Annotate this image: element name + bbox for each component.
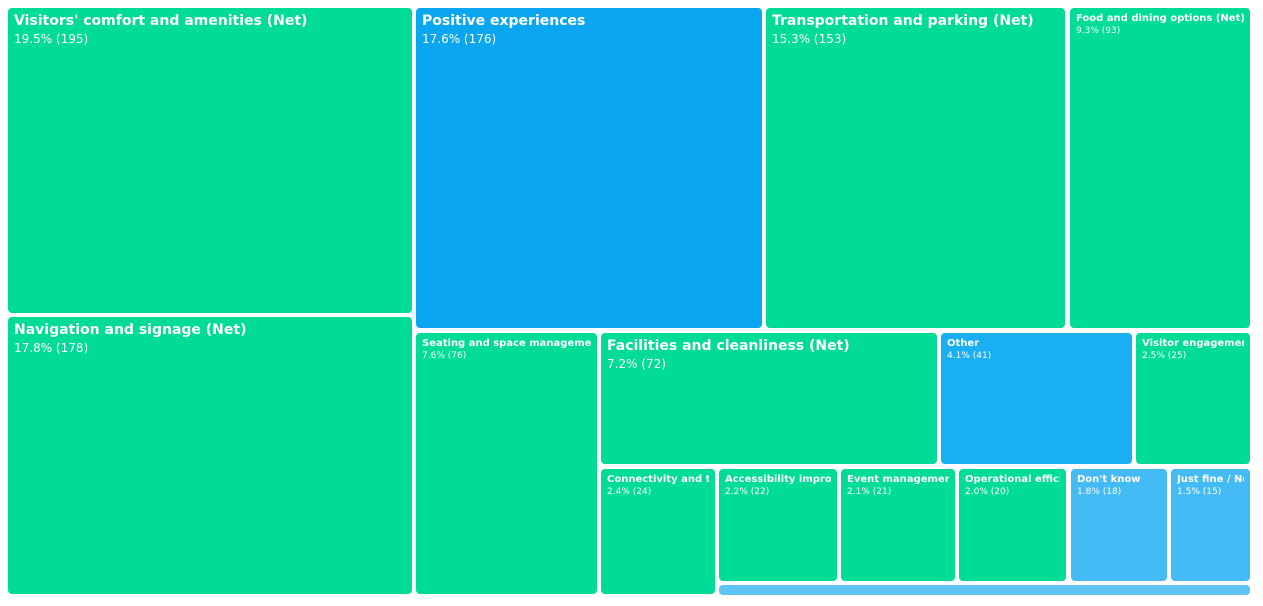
tile: Visitors' comfort and amenities (Net) 19.…: [8, 8, 412, 313]
value-label: 17.8% (178): [14, 341, 89, 355]
tile: Just fine / Not… 1.5% (15): [1171, 469, 1250, 581]
tile-label: Event managemen…: [847, 474, 949, 485]
tile-label: Navigation and signage (Net): [14, 322, 247, 338]
tile: Food and dining options (Net) 9.3% (93): [1070, 8, 1250, 328]
value-label: 15.3% (153): [772, 32, 847, 46]
value-label: 2.5% (25): [1142, 351, 1187, 361]
tile: Positive experiences 17.6% (176): [416, 8, 762, 328]
tile: Don't know 1.8% (18): [1071, 469, 1167, 581]
value-label: 19.5% (195): [14, 32, 89, 46]
value-label: 2.2% (22): [725, 487, 770, 497]
tile: [719, 585, 1250, 595]
tile: Navigation and signage (Net) 17.8% (178): [8, 317, 412, 594]
tile-label: Food and dining options (Net): [1076, 13, 1244, 24]
value-label: 1.8% (18): [1077, 487, 1122, 497]
value-label: 1.5% (15): [1177, 487, 1222, 497]
tile-label: Facilities and cleanliness (Net): [607, 338, 850, 354]
tile-label: Don't know: [1077, 474, 1141, 485]
tile-label: Seating and space managemen…: [422, 338, 591, 349]
tile: Transportation and parking (Net) 15.3% (1…: [766, 8, 1065, 328]
tile-label: Just fine / Not…: [1177, 474, 1244, 485]
tile-label: Accessibility improv…: [725, 474, 831, 485]
tile: Connectivity and te… 2.4% (24): [601, 469, 715, 594]
tile-label: Transportation and parking (Net): [772, 13, 1034, 29]
tile-label: Other: [947, 338, 980, 349]
value-label: 7.2% (72): [607, 357, 666, 371]
tile-label: Positive experiences: [422, 13, 586, 29]
tile: Accessibility improv… 2.2% (22): [719, 469, 837, 581]
value-label: 2.1% (21): [847, 487, 892, 497]
tile: Event managemen… 2.1% (21): [841, 469, 955, 581]
tile: Seating and space managemen… 7.6% (76): [416, 333, 597, 594]
tile-label: Connectivity and te…: [607, 474, 709, 485]
tile: Operational efficien… 2.0% (20): [959, 469, 1066, 581]
tile-label: Visitor engagemen…: [1142, 338, 1244, 349]
value-label: 7.6% (76): [422, 351, 467, 361]
tile: Facilities and cleanliness (Net) 7.2% (72…: [601, 333, 937, 464]
tile-label: Operational efficien…: [965, 474, 1060, 485]
tile-label: Visitors' comfort and amenities (Net): [14, 13, 308, 29]
value-label: 2.0% (20): [965, 487, 1010, 497]
value-label: 9.3% (93): [1076, 26, 1121, 36]
tile: Visitor engagemen… 2.5% (25): [1136, 333, 1250, 464]
value-label: 4.1% (41): [947, 351, 992, 361]
tile: Other 4.1% (41): [941, 333, 1132, 464]
value-label: 2.4% (24): [607, 487, 652, 497]
value-label: 17.6% (176): [422, 32, 497, 46]
